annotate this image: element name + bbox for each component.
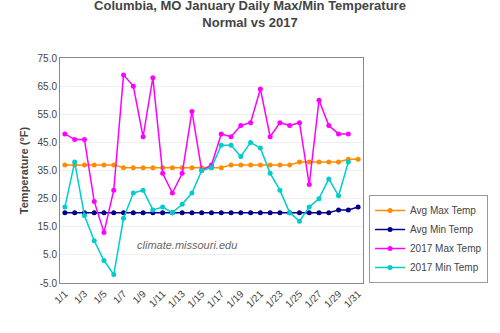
svg-text:15.0: 15.0 <box>38 221 58 232</box>
svg-text:2017 Min Temp: 2017 Min Temp <box>410 262 479 273</box>
svg-text:Temperature (°F): Temperature (°F) <box>18 127 30 215</box>
svg-text:1/23: 1/23 <box>263 288 285 310</box>
svg-text:1/1: 1/1 <box>52 288 70 306</box>
svg-text:1/13: 1/13 <box>166 288 188 310</box>
svg-text:25.0: 25.0 <box>38 193 58 204</box>
svg-text:1/29: 1/29 <box>322 288 344 310</box>
svg-text:5.0: 5.0 <box>43 249 57 260</box>
svg-text:2017 Max Temp: 2017 Max Temp <box>410 243 481 254</box>
svg-text:1/21: 1/21 <box>244 288 266 310</box>
svg-text:Columbia, MO January Daily Max: Columbia, MO January Daily Max/Min Tempe… <box>94 0 406 30</box>
svg-text:climate.missouri.edu: climate.missouri.edu <box>137 239 237 251</box>
svg-text:1/31: 1/31 <box>342 288 364 310</box>
svg-text:1/3: 1/3 <box>72 288 90 306</box>
svg-text:1/25: 1/25 <box>283 288 305 310</box>
svg-text:1/19: 1/19 <box>224 288 246 310</box>
svg-text:Avg Min Temp: Avg Min Temp <box>410 224 473 235</box>
svg-text:65.0: 65.0 <box>38 81 58 92</box>
svg-text:35.0: 35.0 <box>38 165 58 176</box>
svg-text:1/27: 1/27 <box>302 288 324 310</box>
svg-text:1/15: 1/15 <box>185 288 207 310</box>
svg-text:1/11: 1/11 <box>147 288 168 309</box>
svg-text:1/7: 1/7 <box>111 288 129 306</box>
svg-text:75.0: 75.0 <box>38 53 58 64</box>
svg-text:Avg Max Temp: Avg Max Temp <box>410 205 476 216</box>
svg-text:1/9: 1/9 <box>130 288 148 306</box>
svg-text:-5.0: -5.0 <box>40 278 58 289</box>
svg-text:45.0: 45.0 <box>38 137 58 148</box>
svg-text:1/17: 1/17 <box>205 288 227 310</box>
svg-text:1/5: 1/5 <box>91 288 109 306</box>
svg-text:55.0: 55.0 <box>38 109 58 120</box>
